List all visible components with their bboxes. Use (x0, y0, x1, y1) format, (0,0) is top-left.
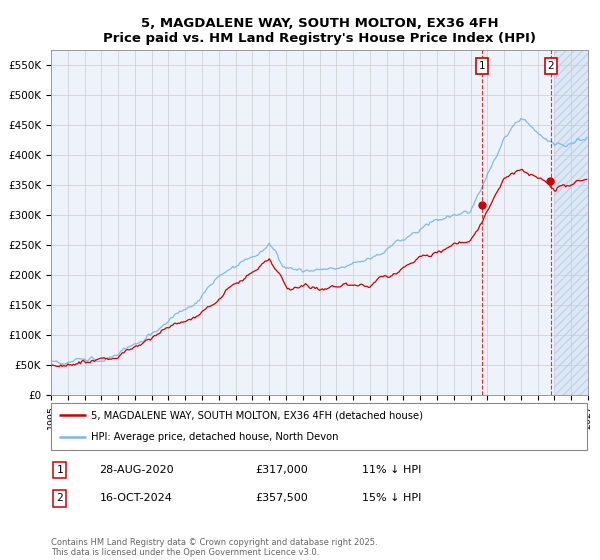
Title: 5, MAGDALENE WAY, SOUTH MOLTON, EX36 4FH
Price paid vs. HM Land Registry's House: 5, MAGDALENE WAY, SOUTH MOLTON, EX36 4FH… (103, 17, 536, 45)
Bar (554, 50, 588, 395)
Text: 1: 1 (478, 61, 485, 71)
FancyBboxPatch shape (51, 403, 587, 450)
Text: HPI: Average price, detached house, North Devon: HPI: Average price, detached house, Nort… (91, 432, 339, 442)
Text: £317,000: £317,000 (255, 465, 308, 475)
Text: 5, MAGDALENE WAY, SOUTH MOLTON, EX36 4FH (detached house): 5, MAGDALENE WAY, SOUTH MOLTON, EX36 4FH… (91, 410, 423, 421)
Text: Contains HM Land Registry data © Crown copyright and database right 2025.
This d: Contains HM Land Registry data © Crown c… (51, 538, 377, 557)
Text: 2: 2 (548, 61, 554, 71)
Text: 1: 1 (56, 465, 63, 475)
Text: 15% ↓ HPI: 15% ↓ HPI (362, 493, 422, 503)
Text: 11% ↓ HPI: 11% ↓ HPI (362, 465, 422, 475)
Text: 2: 2 (56, 493, 63, 503)
Text: 28-AUG-2020: 28-AUG-2020 (100, 465, 174, 475)
Text: 16-OCT-2024: 16-OCT-2024 (100, 493, 172, 503)
Text: £357,500: £357,500 (255, 493, 308, 503)
Bar (554, 50, 588, 395)
